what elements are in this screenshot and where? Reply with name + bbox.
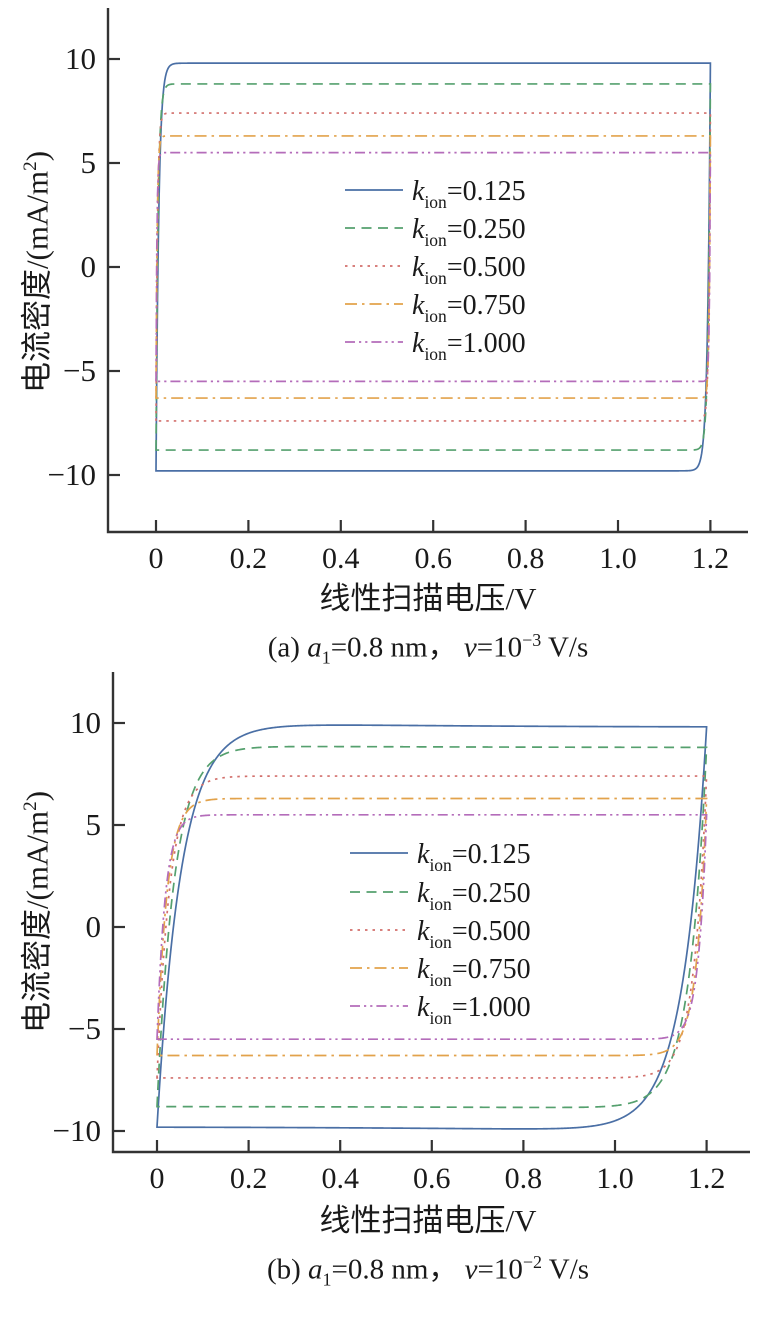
caption-a: (a) a1=0.8 nm， v=10−3 V/s <box>108 620 748 677</box>
y-tick-label: 5 <box>86 807 102 842</box>
legend-item: kion=0.500 <box>345 252 526 288</box>
caption-unit: V/s <box>542 1253 590 1286</box>
legend-item: kion=0.750 <box>350 954 531 990</box>
curve-kion-0.750 <box>156 797 708 1057</box>
curve-kion-0.500 <box>155 112 712 422</box>
caption-eq: =10 <box>477 1253 523 1286</box>
x-tick-label: 0 <box>150 1162 165 1195</box>
legend-label: kion=0.125 <box>417 839 531 875</box>
plot-area-b: 0 0.2 0.4 0.6 0.8 1.0 1.21050−5−10kion=0.125ki… <box>53 672 750 1195</box>
legend-label: kion=0.500 <box>412 252 526 288</box>
x-tick-label: 1.0 <box>599 542 637 575</box>
legend: kion=0.125kion=0.250kion=0.500kion=0.750… <box>350 839 531 1028</box>
caption-value: =0.8 nm， <box>330 631 464 664</box>
y-axis-label-close: ) <box>19 790 55 802</box>
x-tick-label: 1.0 <box>596 1162 634 1195</box>
plot-area-a: 0 0.2 0.4 0.6 0.8 1.0 1.21050−5−10kion=0.125ki… <box>48 8 748 575</box>
legend-item: kion=1.000 <box>350 992 531 1028</box>
x-tick-label: 1.2 <box>688 1162 726 1195</box>
x-tick-label: 0.6 <box>413 1162 451 1195</box>
y-axis-label-superscript: 2 <box>20 801 42 811</box>
y-axis-label-text: 电流密度/(mA/m <box>19 810 55 1034</box>
legend-label: kion=0.500 <box>417 916 531 952</box>
legend-item: kion=0.500 <box>350 916 531 952</box>
legend-label: kion=0.250 <box>417 878 531 914</box>
x-tick-label: 0.4 <box>322 542 360 575</box>
curve-kion-0.750 <box>155 135 712 399</box>
legend-item: kion=0.125 <box>345 176 526 212</box>
y-tick-label: −5 <box>63 353 96 388</box>
legend-item: kion=1.000 <box>345 328 526 364</box>
caption-index: (b) <box>266 1253 309 1286</box>
curve-kion-0.500 <box>156 775 708 1079</box>
legend-item: kion=0.250 <box>345 214 526 250</box>
x-tick-label: 0.2 <box>230 1162 268 1195</box>
caption-index: (a) <box>267 631 308 664</box>
x-tick-label: 0.6 <box>414 542 452 575</box>
chart-b: 电流密度/(mA/m2) 0 0.2 0.4 0.6 0.8 1.0 1.2 10 5 0 −5 −1… <box>0 660 768 1289</box>
caption-eq: =10 <box>476 631 523 664</box>
y-axis-label-text: 电流密度/(mA/m <box>19 170 55 394</box>
curve-kion-0.125 <box>156 724 708 1130</box>
caption-var-v: v <box>463 631 477 664</box>
y-axis-label: 电流密度/(mA/m2) <box>12 791 57 1033</box>
y-axis-label-close: ) <box>19 150 55 162</box>
legend: kion=0.125kion=0.250kion=0.500kion=0.750… <box>345 176 526 364</box>
y-tick-label: −10 <box>53 1113 101 1148</box>
curve-kion-0.250 <box>155 83 712 451</box>
legend-item: kion=0.250 <box>350 878 531 914</box>
legend-label: kion=0.750 <box>412 290 526 326</box>
axes: 0 0.2 0.4 0.6 0.8 1.0 1.2 10 5 0 −5 −10 <box>53 672 750 1195</box>
caption-var-a: a <box>307 631 322 664</box>
x-tick-label: 0.8 <box>507 542 545 575</box>
legend-label: kion=1.000 <box>417 992 531 1028</box>
caption-exponent: −2 <box>522 1252 543 1272</box>
x-tick-label: 0 <box>149 542 164 575</box>
y-tick-label: 5 <box>81 145 97 180</box>
legend-item: kion=0.125 <box>350 839 531 875</box>
curve-kion-1.000 <box>156 813 708 1041</box>
x-axis-label: 线性扫描电压/V <box>319 1203 537 1238</box>
y-axis-label-superscript: 2 <box>20 161 42 171</box>
caption-sub-1: 1 <box>322 1269 332 1290</box>
caption-value: =0.8 nm， <box>331 1253 465 1286</box>
y-tick-label: −5 <box>68 1011 101 1046</box>
caption-exponent: −3 <box>522 630 542 650</box>
x-tick-label: 0.8 <box>505 1162 543 1195</box>
caption-b: (b) a1=0.8 nm， v=10−2 V/s <box>108 1242 748 1299</box>
y-axis-label: 电流密度/(mA/m2) <box>12 151 57 393</box>
x-tick-label: 0.2 <box>230 542 268 575</box>
caption-var-a: a <box>308 1253 323 1286</box>
y-tick-label: −10 <box>48 457 96 492</box>
axes: 0 0.2 0.4 0.6 0.8 1.0 1.2 10 5 0 −5 −10 <box>48 8 748 575</box>
caption-unit: V/s <box>541 631 589 664</box>
legend-label: kion=1.000 <box>412 328 526 364</box>
y-tick-label: 0 <box>86 909 102 944</box>
x-axis-label: 线性扫描电压/V <box>319 581 537 616</box>
legend-item: kion=0.750 <box>345 290 526 326</box>
curve-kion-0.125 <box>155 62 712 472</box>
legend-label: kion=0.125 <box>412 176 526 212</box>
x-tick-label: 1.2 <box>692 542 730 575</box>
y-tick-label: 10 <box>70 705 101 740</box>
x-tick-label: 0.4 <box>321 1162 359 1195</box>
legend-label: kion=0.750 <box>417 954 531 990</box>
chart-a: 电流密度/(mA/m2) 0 0.2 0.4 0.6 0.8 1.0 1.2 10 5 0 −5 −1… <box>0 0 768 667</box>
curve-kion-0.250 <box>156 745 708 1109</box>
caption-var-v: v <box>464 1253 478 1286</box>
caption-sub-1: 1 <box>321 647 331 668</box>
y-tick-label: 0 <box>81 249 97 284</box>
y-tick-label: 10 <box>65 41 96 76</box>
legend-label: kion=0.250 <box>412 214 526 250</box>
